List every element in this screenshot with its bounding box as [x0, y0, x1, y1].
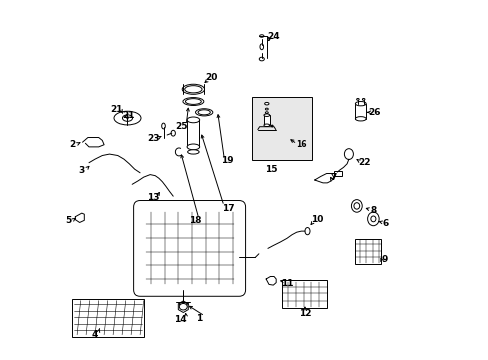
- Text: 6: 6: [382, 219, 388, 228]
- Text: 12: 12: [298, 309, 310, 318]
- Text: 22: 22: [357, 158, 369, 167]
- Text: 11: 11: [280, 279, 293, 288]
- Bar: [355, 104, 366, 119]
- Ellipse shape: [179, 302, 187, 306]
- Ellipse shape: [185, 99, 201, 104]
- Ellipse shape: [179, 303, 187, 310]
- Ellipse shape: [182, 84, 204, 94]
- Ellipse shape: [344, 149, 353, 159]
- Ellipse shape: [265, 108, 268, 110]
- Text: 16: 16: [296, 140, 306, 149]
- Text: 8: 8: [370, 206, 376, 215]
- Text: 17: 17: [222, 204, 234, 212]
- Bar: [264, 115, 269, 125]
- Ellipse shape: [187, 150, 199, 154]
- Ellipse shape: [184, 86, 202, 93]
- Ellipse shape: [264, 124, 269, 127]
- Ellipse shape: [183, 98, 203, 105]
- Ellipse shape: [367, 212, 378, 226]
- Ellipse shape: [187, 144, 199, 150]
- Ellipse shape: [260, 44, 263, 50]
- Text: 24: 24: [267, 32, 280, 41]
- Bar: [333, 171, 341, 176]
- Ellipse shape: [114, 111, 141, 125]
- Ellipse shape: [353, 203, 359, 209]
- Bar: [186, 120, 199, 147]
- Ellipse shape: [162, 123, 165, 129]
- Ellipse shape: [271, 125, 273, 127]
- Text: 20: 20: [205, 73, 217, 82]
- Ellipse shape: [370, 216, 375, 222]
- Ellipse shape: [362, 99, 364, 100]
- Ellipse shape: [259, 35, 264, 37]
- Text: 21: 21: [122, 111, 135, 120]
- Text: 21: 21: [110, 105, 122, 114]
- Text: 18: 18: [188, 216, 201, 225]
- Text: 13: 13: [147, 193, 160, 202]
- Ellipse shape: [355, 117, 366, 121]
- Bar: [282, 280, 326, 308]
- Text: 3: 3: [79, 166, 85, 175]
- Text: 15: 15: [264, 166, 277, 175]
- Ellipse shape: [195, 109, 212, 116]
- Text: 14: 14: [174, 315, 187, 324]
- Text: 2: 2: [69, 140, 75, 149]
- Ellipse shape: [355, 102, 366, 106]
- Ellipse shape: [264, 114, 269, 117]
- Bar: [72, 299, 143, 337]
- Text: 4: 4: [92, 330, 98, 338]
- FancyBboxPatch shape: [133, 201, 245, 296]
- Ellipse shape: [259, 57, 264, 61]
- Text: 9: 9: [381, 256, 387, 264]
- Text: 26: 26: [368, 108, 380, 117]
- Text: 23: 23: [147, 134, 160, 143]
- Ellipse shape: [198, 110, 210, 115]
- Text: 25: 25: [175, 122, 187, 131]
- Text: 19: 19: [221, 156, 233, 165]
- Text: 7: 7: [330, 173, 336, 182]
- Ellipse shape: [305, 228, 309, 235]
- Ellipse shape: [171, 130, 175, 136]
- Text: 10: 10: [311, 215, 323, 224]
- Bar: [252, 97, 311, 160]
- Ellipse shape: [356, 99, 358, 100]
- Ellipse shape: [264, 103, 268, 105]
- Ellipse shape: [122, 115, 132, 121]
- Bar: [355, 239, 381, 264]
- Ellipse shape: [351, 199, 362, 212]
- Ellipse shape: [265, 112, 268, 114]
- Ellipse shape: [187, 117, 199, 123]
- Text: 1: 1: [196, 314, 202, 323]
- Text: 5: 5: [65, 216, 71, 225]
